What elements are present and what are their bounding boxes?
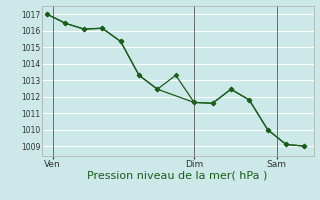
X-axis label: Pression niveau de la mer( hPa ): Pression niveau de la mer( hPa ) xyxy=(87,171,268,181)
